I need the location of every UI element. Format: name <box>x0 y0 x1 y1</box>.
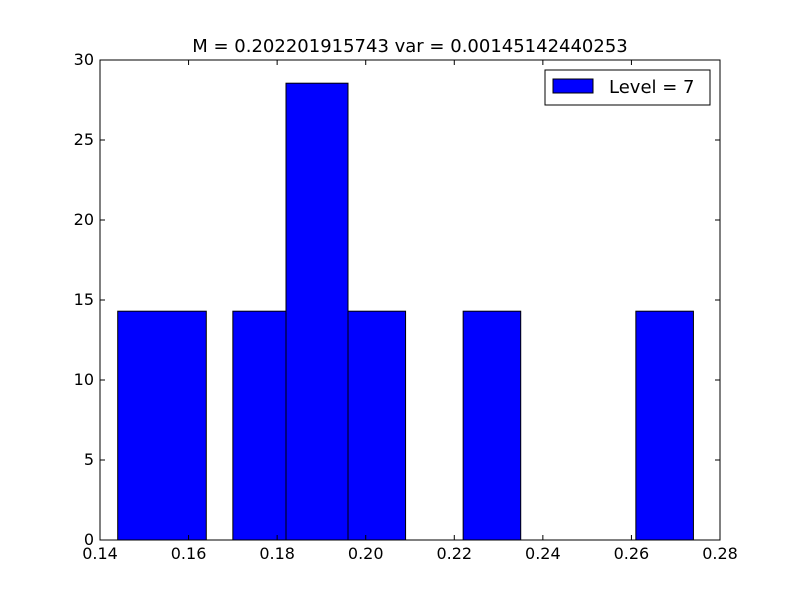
y-tick-label: 10 <box>74 370 94 389</box>
x-tick-label: 0.26 <box>614 544 650 563</box>
histogram-bar <box>232 310 287 541</box>
histogram-bar <box>117 310 207 541</box>
x-tick-label: 0.24 <box>525 544 561 563</box>
legend: Level = 7 <box>544 69 711 106</box>
y-tick-label: 20 <box>74 210 94 229</box>
x-tick-label: 0.14 <box>82 544 118 563</box>
y-tick-label: 30 <box>74 50 94 69</box>
axes-layer: 0.14 0.16 0.18 0.20 0.22 0.24 0.26 0.28 0 5 10 15 20… <box>74 50 738 563</box>
x-tick-label: 0.16 <box>171 544 207 563</box>
chart-title: M = 0.202201915743 var = 0.0014514244025… <box>192 36 628 57</box>
y-tick-label: 25 <box>74 130 94 149</box>
histogram-bar <box>462 310 522 541</box>
bars-layer <box>117 82 694 541</box>
x-tick-label: 0.18 <box>259 544 295 563</box>
histogram-bar <box>635 310 694 541</box>
histogram-bar <box>285 82 349 541</box>
x-tick-label: 0.28 <box>702 544 738 563</box>
histogram-bar <box>347 310 407 541</box>
x-tick-label: 0.20 <box>348 544 384 563</box>
legend-label: Level = 7 <box>609 77 695 98</box>
y-tick-label: 5 <box>84 450 94 469</box>
y-tick-label: 0 <box>84 530 94 549</box>
y-tick-label: 15 <box>74 290 94 309</box>
legend-swatch <box>552 78 594 94</box>
x-tick-label: 0.22 <box>436 544 472 563</box>
